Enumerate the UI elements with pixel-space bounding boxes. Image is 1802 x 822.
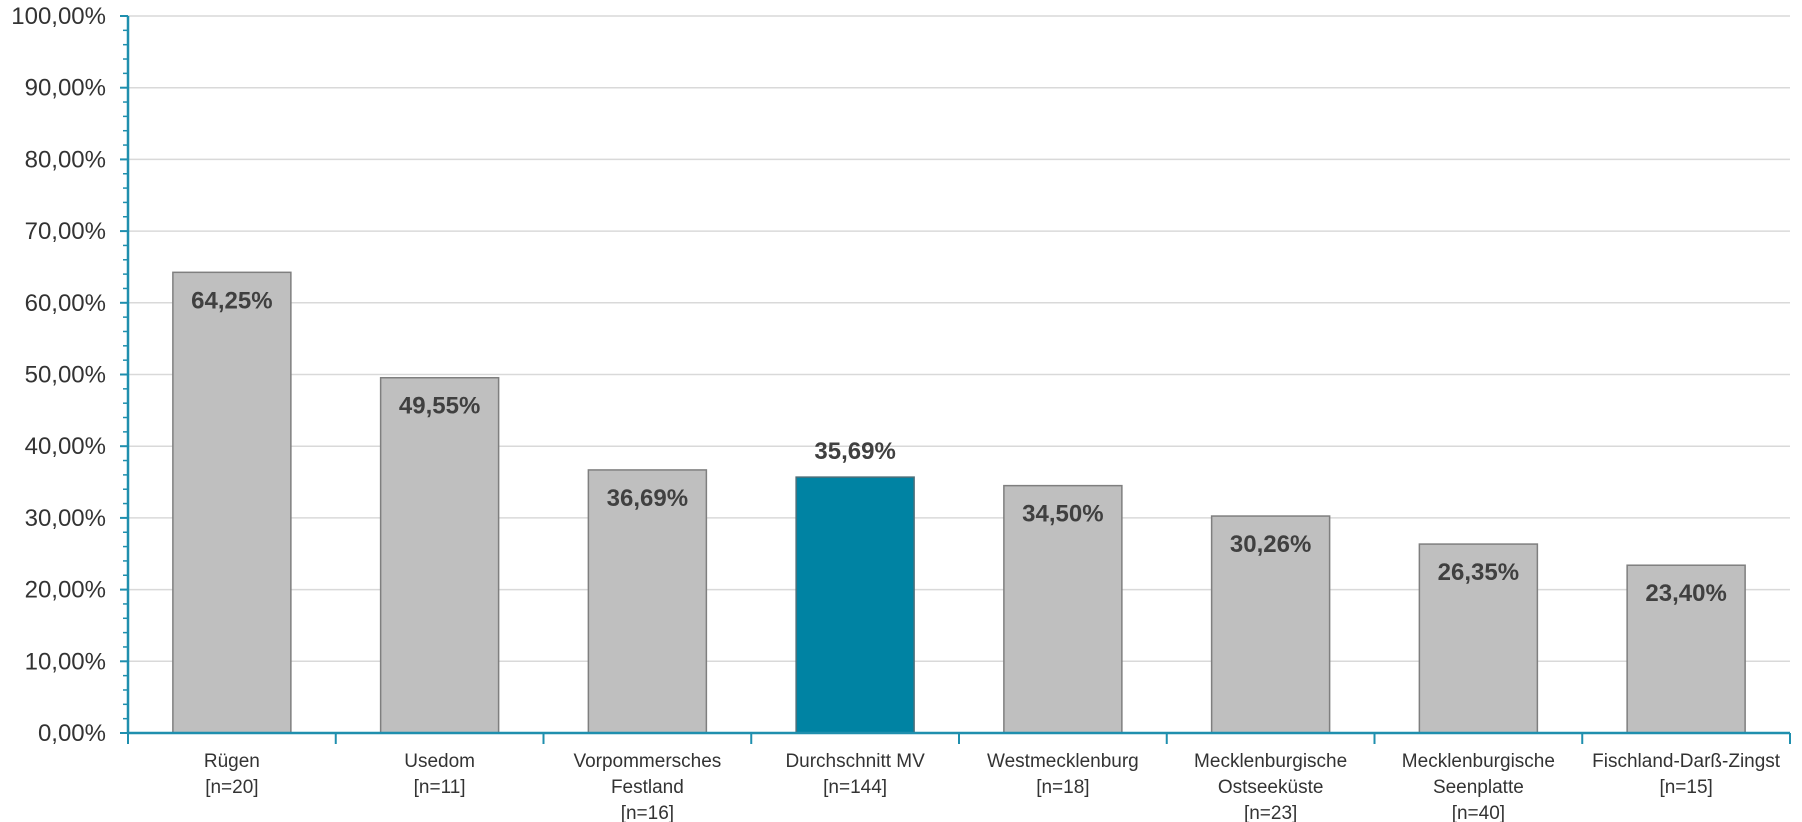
y-tick-label: 40,00% — [25, 433, 106, 460]
x-category-label: [n=144] — [823, 777, 887, 798]
x-category-label: Durchschnitt MV — [785, 751, 925, 772]
data-label: 35,69% — [814, 438, 895, 465]
x-category-label: Rügen — [204, 751, 260, 772]
x-category-label: [n=40] — [1452, 803, 1505, 822]
bar — [1418, 543, 1539, 734]
axes — [120, 15, 1791, 744]
data-label: 64,25% — [191, 287, 272, 314]
x-category-label: Vorpommersches — [573, 751, 721, 772]
y-tick-label: 10,00% — [25, 648, 106, 675]
x-category-label: [n=18] — [1036, 777, 1089, 798]
x-category-label: [n=15] — [1659, 777, 1712, 798]
y-tick-label: 60,00% — [25, 290, 106, 317]
data-label: 23,40% — [1645, 580, 1726, 607]
x-category-label: Fischland-Darß-Zingst — [1592, 751, 1781, 772]
bar — [1003, 484, 1123, 734]
x-category-label: Seenplatte — [1433, 777, 1524, 798]
bar — [1626, 564, 1746, 734]
x-category-label: [n=16] — [621, 803, 674, 822]
x-category-label: [n=23] — [1244, 803, 1297, 822]
y-tick-label: 90,00% — [25, 75, 106, 102]
bars — [172, 271, 1746, 734]
x-category-label: Westmecklenburg — [987, 751, 1139, 772]
data-label: 36,69% — [607, 485, 688, 512]
gridlines — [128, 15, 1790, 663]
y-tick-label: 100,00% — [11, 3, 106, 30]
x-category-label: Festland — [611, 777, 684, 798]
x-category-label: Usedom — [404, 751, 475, 772]
y-tick-label: 30,00% — [25, 505, 106, 532]
x-category-label: Mecklenburgische — [1194, 751, 1347, 772]
data-label: 34,50% — [1022, 501, 1103, 528]
data-label: 26,35% — [1438, 559, 1519, 586]
bar — [587, 469, 708, 734]
y-tick-label: 80,00% — [25, 146, 106, 173]
y-tick-label: 0,00% — [38, 720, 106, 747]
x-category-label: [n=11] — [414, 777, 466, 798]
y-tick-label: 50,00% — [25, 362, 106, 389]
x-category-label: [n=20] — [205, 777, 258, 798]
data-label: 49,55% — [399, 393, 480, 420]
x-category-label: Mecklenburgische — [1402, 751, 1555, 772]
bar — [379, 376, 500, 734]
x-category-label: Ostseeküste — [1218, 777, 1324, 798]
bar-highlight — [795, 476, 915, 734]
data-label: 30,26% — [1230, 531, 1311, 558]
x-axis-category-labels: Rügen [n=20] Usedom [n=11] Vorpommersches Fes… — [204, 751, 1781, 822]
y-axis-tick-labels: 0,00% 10,00% 20,00% 30,00% 40,00% 50,00% 60,00… — [11, 3, 106, 747]
y-tick-label: 20,00% — [25, 577, 106, 604]
y-tick-label: 70,00% — [25, 218, 106, 245]
data-labels: 64,25% 49,55% 36,69% 35,69% 34,50% 30,26% 26,3… — [191, 287, 1727, 607]
bar — [172, 271, 292, 734]
